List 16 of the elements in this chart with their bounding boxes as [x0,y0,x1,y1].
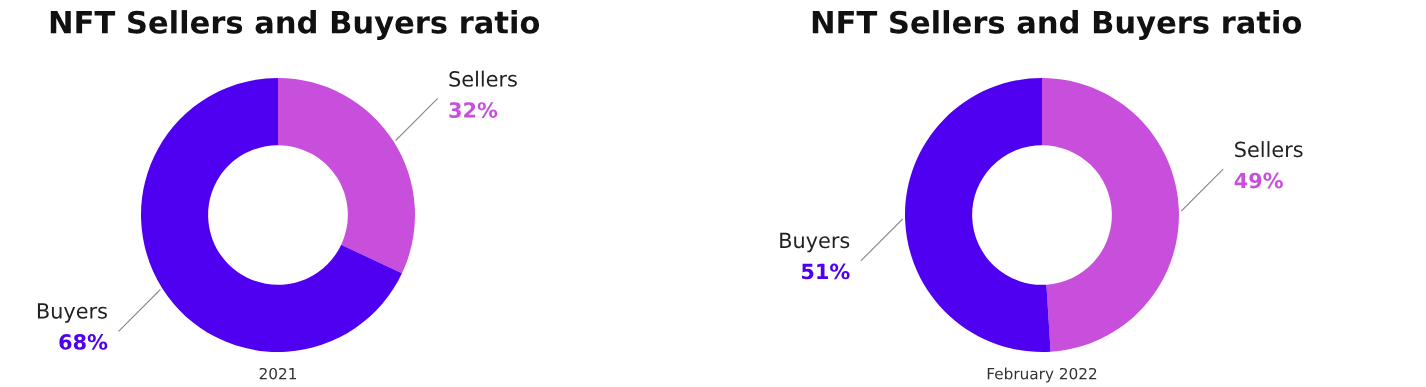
chart-title: NFT Sellers and Buyers ratio [50,10,540,40]
text: 2021 [259,367,297,380]
chart-title: NFT Sellers and Buyers ratio [812,10,1302,40]
donut-slice [1042,78,1179,352]
slice-label: Buyers [37,303,107,323]
donut-slice [278,78,415,274]
donut-slice [141,78,402,352]
slice-label: Sellers [449,70,517,87]
data-label: 68% [59,334,108,350]
text: February 2022 [987,367,1097,383]
slice-label: Sellers [1235,141,1303,158]
data-label: 49% [1234,172,1283,189]
donut-slice [905,78,1051,352]
slice-label: Buyers [780,232,850,253]
data-label: 32% [449,102,498,118]
data-label: 51% [802,263,850,280]
